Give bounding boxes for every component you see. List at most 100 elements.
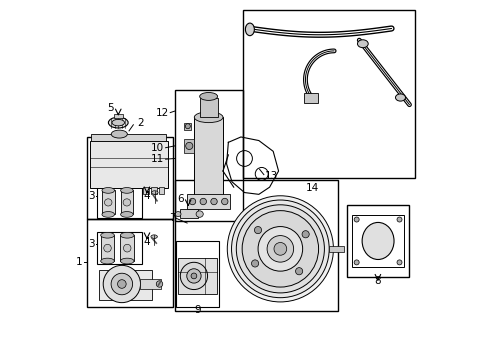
- Bar: [194, 117, 223, 196]
- Circle shape: [111, 273, 132, 295]
- Circle shape: [117, 280, 126, 288]
- Circle shape: [189, 198, 195, 205]
- Ellipse shape: [120, 258, 134, 264]
- Bar: [303, 93, 317, 103]
- Ellipse shape: [123, 199, 130, 206]
- Circle shape: [200, 198, 206, 205]
- Text: 4: 4: [143, 237, 150, 247]
- Ellipse shape: [156, 281, 163, 287]
- Text: 3: 3: [88, 191, 94, 201]
- Ellipse shape: [151, 191, 158, 194]
- Ellipse shape: [245, 23, 254, 36]
- Text: 14: 14: [305, 183, 319, 193]
- Ellipse shape: [395, 94, 405, 101]
- Ellipse shape: [196, 211, 203, 217]
- Circle shape: [396, 217, 401, 222]
- Bar: [184, 139, 194, 153]
- Circle shape: [186, 269, 201, 283]
- Circle shape: [210, 198, 217, 205]
- Circle shape: [242, 211, 318, 287]
- Bar: [352, 215, 403, 267]
- Text: 10: 10: [150, 143, 163, 153]
- Bar: [178, 258, 217, 294]
- Ellipse shape: [362, 222, 393, 260]
- Bar: [174, 90, 242, 221]
- Ellipse shape: [194, 112, 223, 123]
- Circle shape: [236, 205, 324, 293]
- Bar: [346, 205, 408, 277]
- Text: 2: 2: [137, 118, 143, 128]
- Ellipse shape: [112, 120, 124, 126]
- Ellipse shape: [151, 235, 157, 238]
- Circle shape: [191, 273, 196, 279]
- Text: 8: 8: [374, 276, 381, 286]
- Bar: [97, 187, 142, 218]
- Circle shape: [231, 200, 328, 298]
- Text: 12: 12: [156, 108, 169, 118]
- Ellipse shape: [101, 258, 114, 264]
- Bar: [121, 190, 133, 215]
- Bar: [102, 190, 114, 215]
- Ellipse shape: [102, 188, 114, 193]
- Ellipse shape: [108, 117, 128, 128]
- Circle shape: [103, 265, 140, 303]
- Bar: [150, 187, 156, 194]
- Ellipse shape: [121, 212, 133, 217]
- Ellipse shape: [121, 188, 133, 193]
- Circle shape: [353, 260, 358, 265]
- Ellipse shape: [123, 244, 131, 252]
- Circle shape: [185, 142, 192, 149]
- Circle shape: [302, 231, 308, 238]
- Bar: [199, 98, 217, 117]
- Bar: [158, 187, 164, 194]
- Bar: [120, 235, 134, 261]
- Text: 5: 5: [107, 103, 113, 113]
- Bar: [180, 210, 198, 219]
- Ellipse shape: [357, 40, 367, 48]
- Bar: [242, 10, 414, 178]
- Bar: [175, 241, 219, 307]
- Ellipse shape: [120, 232, 134, 238]
- Bar: [328, 246, 343, 252]
- Circle shape: [254, 226, 261, 234]
- Text: 9: 9: [194, 305, 201, 315]
- Text: 11: 11: [150, 154, 163, 164]
- Bar: [187, 194, 230, 209]
- Text: 4: 4: [143, 191, 150, 201]
- Text: 3: 3: [88, 239, 94, 249]
- Bar: [114, 114, 122, 118]
- Bar: [184, 123, 191, 130]
- Bar: [86, 220, 172, 307]
- Circle shape: [295, 267, 302, 275]
- Circle shape: [353, 217, 358, 222]
- Circle shape: [258, 226, 302, 271]
- Bar: [142, 187, 148, 194]
- Text: 13: 13: [265, 171, 278, 181]
- Circle shape: [266, 235, 293, 262]
- Ellipse shape: [104, 199, 112, 206]
- Circle shape: [251, 260, 258, 267]
- Bar: [86, 137, 172, 220]
- Circle shape: [273, 243, 286, 255]
- Text: 6: 6: [177, 194, 183, 204]
- Ellipse shape: [102, 212, 114, 217]
- Bar: [140, 279, 161, 289]
- Bar: [89, 141, 167, 188]
- Ellipse shape: [175, 212, 181, 217]
- Bar: [91, 134, 165, 141]
- Ellipse shape: [103, 244, 111, 252]
- Circle shape: [180, 262, 207, 289]
- Bar: [99, 270, 152, 300]
- Bar: [101, 235, 114, 261]
- Text: 7: 7: [169, 213, 175, 223]
- Circle shape: [227, 196, 333, 302]
- Circle shape: [185, 124, 190, 129]
- Text: 1: 1: [76, 257, 82, 267]
- Ellipse shape: [111, 130, 127, 138]
- Circle shape: [221, 198, 227, 205]
- Ellipse shape: [101, 232, 114, 238]
- Ellipse shape: [199, 93, 217, 100]
- Bar: [97, 232, 142, 264]
- Circle shape: [396, 260, 401, 265]
- Bar: [174, 180, 337, 311]
